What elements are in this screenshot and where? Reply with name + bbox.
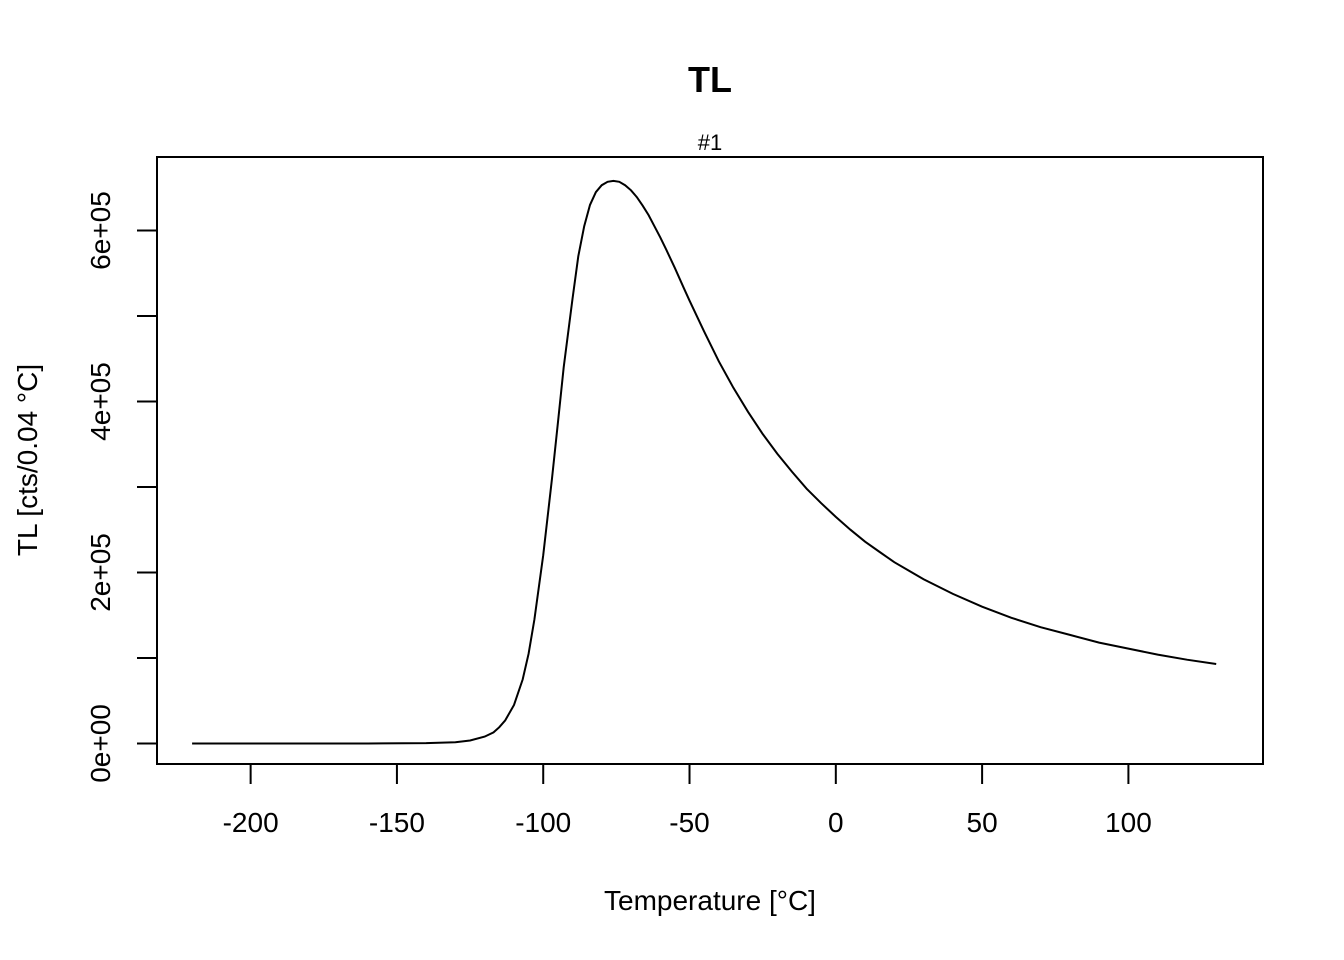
- y-tick-label: 4e+05: [85, 362, 116, 441]
- y-tick-label: 2e+05: [85, 533, 116, 612]
- x-tick-label: 100: [1105, 807, 1152, 838]
- plot-frame: [156, 156, 1264, 765]
- y-tick-label: 0e+00: [85, 704, 116, 783]
- tl-curve: [192, 179, 1217, 745]
- y-axis-label: TL [cts/0.04 °C]: [12, 364, 43, 556]
- y-axis: 0e+00 2e+05 4e+05 6e+05: [85, 191, 158, 783]
- x-tick-label: -50: [669, 807, 709, 838]
- x-tick-label: 0: [828, 807, 844, 838]
- chart-subtitle: #1: [698, 130, 722, 155]
- x-tick-label: -100: [515, 807, 571, 838]
- x-tick-label: -150: [369, 807, 425, 838]
- y-tick-label: 6e+05: [85, 191, 116, 270]
- x-axis-label: Temperature [°C]: [604, 885, 816, 916]
- x-tick-label: -200: [223, 807, 279, 838]
- x-axis: -200 -150 -100 -50 0 50 100: [223, 763, 1152, 838]
- x-tick-label: 50: [967, 807, 998, 838]
- chart-title: TL: [688, 59, 732, 100]
